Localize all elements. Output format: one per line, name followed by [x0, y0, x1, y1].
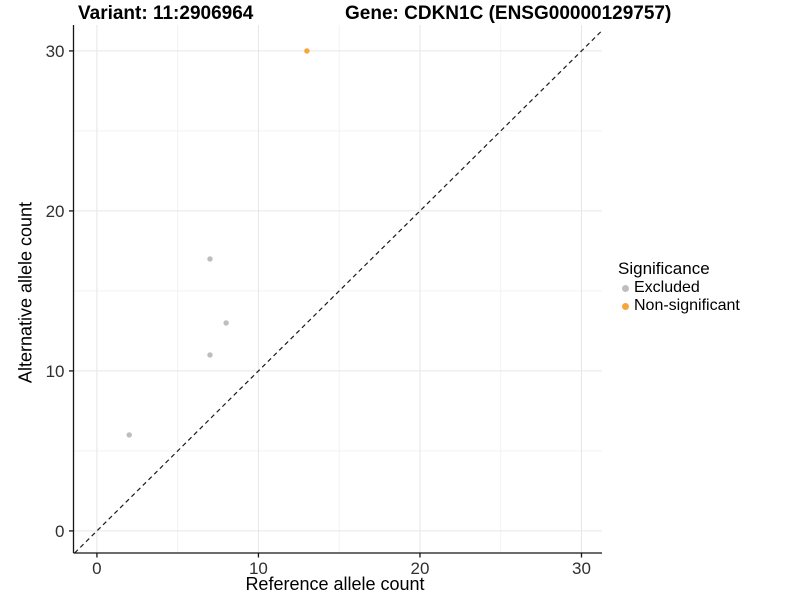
y-tick-label: 30	[46, 42, 65, 61]
legend-items: Excluded Non-significant	[618, 279, 798, 315]
data-point	[126, 432, 132, 438]
legend: Significance Excluded Non-significant	[618, 258, 798, 315]
y-tick-label: 20	[46, 202, 65, 221]
variant-title: Variant: 11:2906964	[78, 3, 254, 24]
legend-key-dot	[622, 284, 629, 292]
legend-key-dot	[622, 302, 629, 310]
data-point	[304, 48, 310, 54]
identity-dashed-line	[74, 30, 603, 554]
x-tick-label: 30	[572, 559, 591, 578]
x-tick-label: 20	[411, 559, 430, 578]
gene-title: Gene: CDKN1C (ENSG00000129757)	[345, 3, 672, 24]
data-point	[207, 256, 213, 262]
legend-item-non-significant: Non-significant	[618, 297, 798, 315]
y-tick-label: 0	[55, 522, 64, 541]
legend-title: Significance	[618, 259, 710, 278]
legend-item-excluded: Excluded	[618, 279, 798, 297]
data-point	[223, 320, 229, 326]
x-axis-title: Reference allele count	[245, 574, 425, 594]
y-tick-label: 10	[46, 362, 65, 381]
data-point	[207, 352, 213, 358]
x-tick-label: 0	[92, 559, 101, 578]
y-axis-title: Alternative allele count	[15, 201, 36, 384]
legend-item-label: Excluded	[634, 279, 700, 296]
legend-item-label: Non-significant	[634, 297, 740, 314]
x-tick-label: 10	[249, 559, 268, 578]
